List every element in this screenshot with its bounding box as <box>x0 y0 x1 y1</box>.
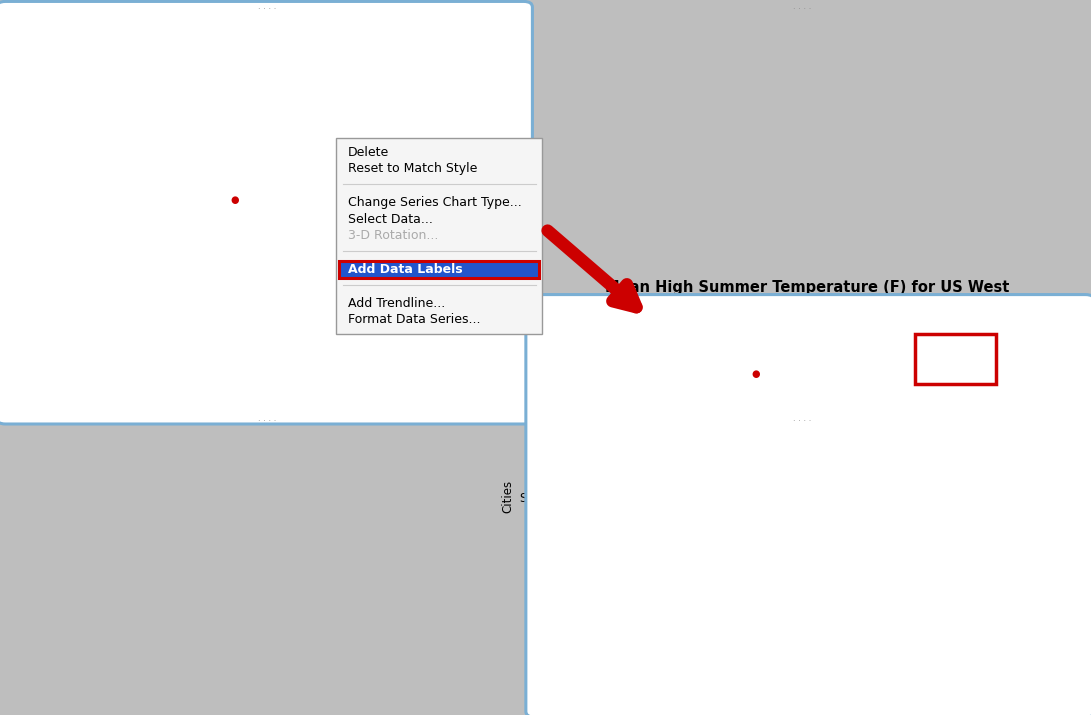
Bar <box>606 368 924 382</box>
Text: 73: 73 <box>935 576 948 586</box>
Text: · · · ·: · · · · <box>793 5 811 14</box>
Text: 71: 71 <box>926 644 939 654</box>
Text: 3-D Rotation...: 3-D Rotation... <box>348 230 439 242</box>
Text: Format Data Series...: Format Data Series... <box>348 313 480 326</box>
Bar <box>606 406 982 420</box>
Bar <box>71 265 419 280</box>
Bar <box>71 59 394 74</box>
Bar <box>71 212 355 226</box>
Text: 67: 67 <box>908 492 921 502</box>
Bar <box>71 280 385 295</box>
Bar <box>71 319 398 333</box>
Text: Reset to Match Style: Reset to Match Style <box>348 162 478 175</box>
Bar <box>606 436 956 450</box>
Text: Add Data Labels: Add Data Labels <box>348 263 463 276</box>
Title: Mean High Summer Temperature (F) for US West
Coast Cities 1981-2010: Mean High Summer Temperature (F) for US … <box>62 0 467 20</box>
Bar <box>606 573 933 588</box>
Text: Add Trendline...: Add Trendline... <box>348 297 445 310</box>
Bar <box>606 337 946 352</box>
Bar <box>71 44 398 59</box>
Text: 75: 75 <box>944 355 957 365</box>
Bar <box>71 197 359 211</box>
Text: 78: 78 <box>957 438 970 448</box>
Bar <box>606 558 969 573</box>
Bar <box>71 334 398 348</box>
Text: Change Series Chart Type...: Change Series Chart Type... <box>348 196 521 209</box>
Bar <box>71 182 363 196</box>
Bar <box>606 475 911 489</box>
Bar <box>71 74 376 89</box>
Text: · · · ·: · · · · <box>793 418 811 426</box>
Text: 71: 71 <box>926 370 939 380</box>
Text: 81: 81 <box>971 561 984 571</box>
Text: 81: 81 <box>971 546 984 556</box>
Text: 84: 84 <box>984 408 997 418</box>
Legend: August, July, June: August, July, June <box>1051 470 1091 524</box>
Bar <box>606 543 969 558</box>
Bar <box>606 421 978 435</box>
Bar <box>71 143 407 157</box>
Text: 76: 76 <box>948 614 961 624</box>
Bar <box>71 349 376 364</box>
Text: 68: 68 <box>912 477 925 487</box>
Text: 83: 83 <box>980 423 993 433</box>
Bar <box>71 113 432 127</box>
Bar <box>606 352 942 367</box>
Text: Select Data...: Select Data... <box>348 212 433 226</box>
Bar <box>606 612 946 626</box>
Text: · · · ·: · · · · <box>259 418 276 426</box>
Bar <box>71 128 428 142</box>
Text: Delete: Delete <box>348 146 389 159</box>
Text: · · · ·: · · · · <box>259 5 276 14</box>
Bar <box>606 627 946 641</box>
Text: 76: 76 <box>948 340 961 350</box>
Text: 76: 76 <box>948 629 961 639</box>
Bar <box>606 490 906 504</box>
Text: ●: ● <box>230 195 239 205</box>
Title: Mean High Summer Temperature (F) for US West
Coast Cities 1981-2010: Mean High Summer Temperature (F) for US … <box>606 280 1009 313</box>
Text: ●: ● <box>752 369 760 379</box>
Bar <box>71 250 419 265</box>
Bar <box>606 642 924 657</box>
Y-axis label: Cities: Cities <box>502 480 514 513</box>
Bar <box>606 505 901 519</box>
Text: 66: 66 <box>903 507 916 517</box>
